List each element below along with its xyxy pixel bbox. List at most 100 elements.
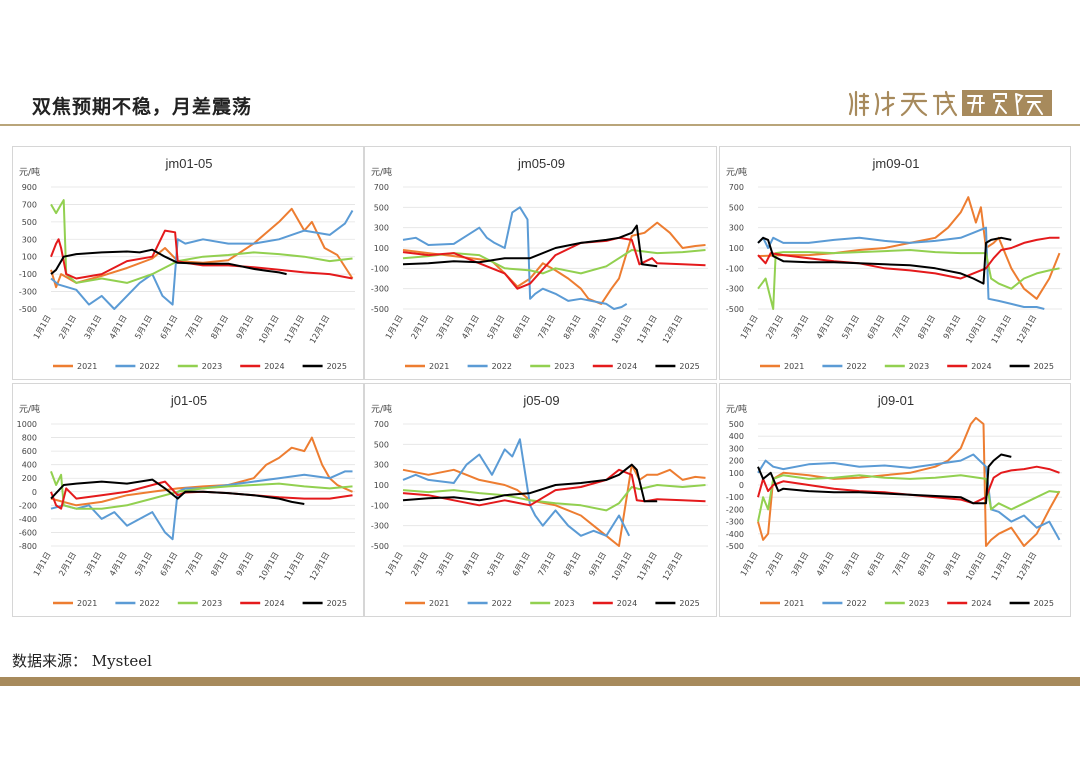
chart-0-series-2023 [50, 199, 353, 284]
chart-5-y-tick-label: 0 [739, 481, 744, 490]
company-logo [846, 88, 1056, 118]
chart-1-x-tick-label: 1月1日 [384, 314, 405, 341]
chart-1-legend-label-2025: 2025 [679, 362, 699, 371]
chart-4-x-tick-label: 2月1日 [409, 551, 430, 578]
chart-5-x-tick-label: 7月1日 [891, 551, 912, 578]
chart-0-y-tick-label: 500 [22, 218, 37, 227]
chart-1-x-tick-label: 6月1日 [511, 314, 532, 341]
chart-5-series-2021 [757, 416, 1061, 547]
chart-5-y-axis-label: 元/吨 [726, 403, 747, 415]
chart-5-y-tick-label: -300 [726, 518, 744, 527]
chart-3-legend-label-2024: 2024 [264, 599, 284, 608]
chart-4-series-2023 [402, 484, 706, 512]
chart-3-title: j01-05 [170, 393, 207, 408]
chart-2-x-tick-label: 9月1日 [942, 314, 963, 341]
chart-2-y-tick-label: 300 [729, 224, 744, 233]
chart-0-x-tick-label: 12月1日 [308, 314, 331, 346]
data-source: 数据来源： Mysteel [12, 652, 152, 670]
chart-1-legend-label-2023: 2023 [554, 362, 574, 371]
chart-5-y-tick-label: -100 [726, 493, 744, 502]
chart-0-y-tick-label: 700 [22, 200, 37, 209]
chart-svg-jm01-05: jm01-05 元/吨 900 700 500 300 100 -100 -300 -5001月1… [19, 156, 355, 371]
chart-5-series-2023 [757, 474, 1060, 522]
chart-4-y-tick-label: 100 [374, 481, 389, 490]
chart-2-legend-label-2024: 2024 [971, 362, 991, 371]
chart-2-x-tick-label: 8月1日 [916, 314, 937, 341]
chart-5-x-tick-label: 11月1日 [990, 551, 1013, 583]
chart-0-x-tick-label: 5月1日 [133, 314, 154, 341]
chart-2-legend-label-2022: 2022 [846, 362, 866, 371]
chart-4-series-2024 [402, 468, 706, 507]
chart-0-y-tick-label: 300 [22, 235, 37, 244]
chart-3-x-tick-label: 10月1日 [257, 551, 280, 583]
chart-1-legend-label-2024: 2024 [617, 362, 637, 371]
chart-0-x-tick-label: 3月1日 [83, 314, 104, 341]
chart-5-x-tick-label: 3月1日 [790, 551, 811, 578]
chart-3-legend-label-2021: 2021 [77, 599, 97, 608]
chart-1-x-tick-label: 5月1日 [486, 314, 507, 341]
chart-3-x-tick-label: 1月1日 [32, 551, 53, 578]
chart-3-x-tick-label: 11月1日 [283, 551, 306, 583]
chart-3-x-tick-label: 5月1日 [133, 551, 154, 578]
chart-1-y-tick-label: 300 [374, 224, 389, 233]
chart-panel-j09-01: j09-01 元/吨 500 400 300 200 100 0 -100 -200 -300 -40… [719, 383, 1071, 617]
chart-1-y-tick-label: -100 [371, 264, 389, 273]
chart-3-x-tick-label: 7月1日 [184, 551, 205, 578]
chart-2-x-tick-label: 6月1日 [866, 314, 887, 341]
chart-5-series-2025 [757, 453, 1012, 505]
chart-0-x-tick-label: 1月1日 [32, 314, 53, 341]
chart-2-x-tick-label: 11月1日 [990, 314, 1013, 346]
chart-4-legend-label-2023: 2023 [554, 599, 574, 608]
chart-5-x-tick-label: 8月1日 [916, 551, 937, 578]
chart-1-y-tick-label: -300 [371, 285, 389, 294]
chart-1-y-tick-label: 700 [374, 183, 389, 192]
chart-1-legend-label-2022: 2022 [492, 362, 512, 371]
chart-5-legend-label-2022: 2022 [846, 599, 866, 608]
chart-2-y-axis-label: 元/吨 [726, 166, 747, 178]
chart-1-y-tick-label: 500 [374, 203, 389, 212]
chart-5-x-tick-label: 5月1日 [840, 551, 861, 578]
chart-2-series-2024 [757, 236, 1060, 280]
chart-1-x-tick-label: 9月1日 [587, 314, 608, 341]
chart-1-x-tick-label: 7月1日 [536, 314, 557, 341]
chart-5-y-tick-label: 100 [729, 469, 744, 478]
chart-4-x-tick-label: 7月1日 [536, 551, 557, 578]
chart-2-legend-label-2023: 2023 [909, 362, 929, 371]
chart-svg-j01-05: j01-05 元/吨 1000 800 600 400 200 0 -200 -400 -600 -8… [17, 393, 355, 608]
chart-5-legend-label-2024: 2024 [971, 599, 991, 608]
chart-2-y-tick-label: -300 [726, 285, 744, 294]
chart-0-legend-label-2025: 2025 [327, 362, 347, 371]
chart-0-x-tick-label: 7月1日 [184, 314, 205, 341]
chart-3-legend-label-2025: 2025 [327, 599, 347, 608]
chart-4-x-tick-label: 1月1日 [384, 551, 405, 578]
chart-3-y-tick-label: -800 [19, 542, 37, 551]
chart-svg-j09-01: j09-01 元/吨 500 400 300 200 100 0 -100 -200 -300 -40… [726, 393, 1062, 608]
chart-3-x-tick-label: 6月1日 [159, 551, 180, 578]
chart-5-series-2022 [757, 453, 1061, 541]
chart-4-x-tick-label: 5月1日 [486, 551, 507, 578]
chart-3-y-tick-label: 0 [32, 488, 37, 497]
header-divider [0, 124, 1080, 126]
chart-2-x-tick-label: 5月1日 [840, 314, 861, 341]
chart-1-title: jm05-09 [517, 156, 565, 171]
chart-3-y-tick-label: -600 [19, 528, 37, 537]
chart-1-x-tick-label: 10月1日 [610, 314, 633, 346]
chart-1-y-tick-label: 100 [374, 244, 389, 253]
chart-2-y-tick-label: -500 [726, 305, 744, 314]
chart-4-legend-label-2021: 2021 [429, 599, 449, 608]
chart-3-y-tick-label: 800 [22, 434, 37, 443]
chart-3-y-axis-label: 元/吨 [19, 403, 40, 415]
chart-2-series-2022 [757, 226, 1045, 310]
chart-0-legend-label-2023: 2023 [202, 362, 222, 371]
chart-3-x-tick-label: 12月1日 [308, 551, 331, 583]
chart-5-x-tick-label: 2月1日 [764, 551, 785, 578]
chart-4-series-2021 [402, 463, 706, 547]
chart-0-legend-label-2022: 2022 [139, 362, 159, 371]
chart-1-y-tick-label: -500 [371, 305, 389, 314]
chart-3-x-tick-label: 3月1日 [83, 551, 104, 578]
chart-0-x-tick-label: 8月1日 [209, 314, 230, 341]
chart-5-y-tick-label: -200 [726, 505, 744, 514]
chart-3-y-tick-label: 600 [22, 447, 37, 456]
chart-2-x-tick-label: 10月1日 [964, 314, 987, 346]
